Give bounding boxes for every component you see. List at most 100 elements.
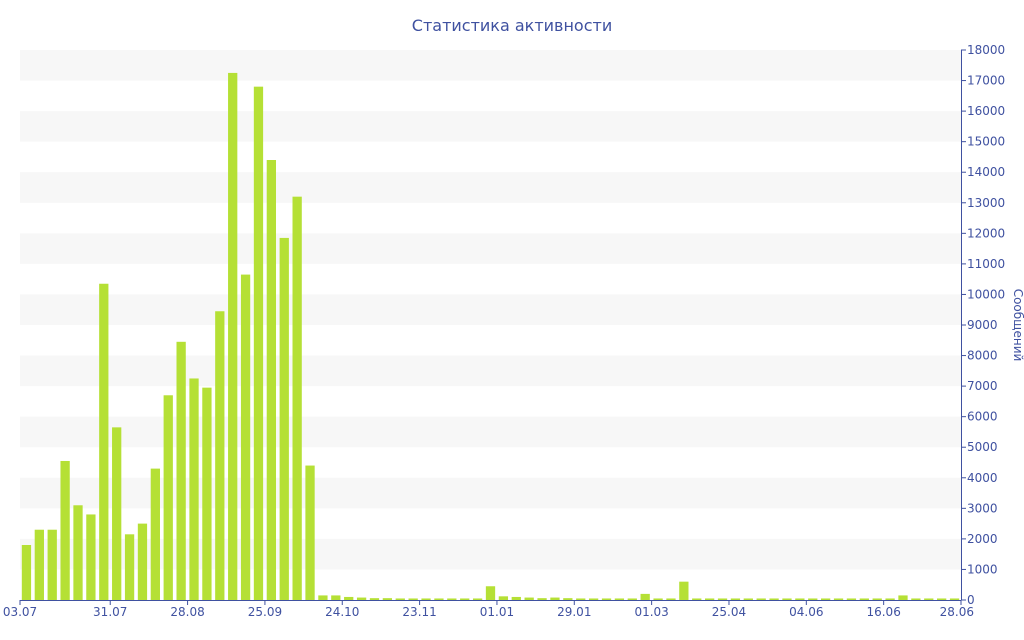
- bar: [60, 460, 70, 600]
- bar: [189, 378, 199, 600]
- grid-band: [20, 355, 961, 387]
- bar: [150, 468, 160, 600]
- bar: [614, 598, 625, 600]
- bar: [215, 311, 225, 600]
- bar: [949, 598, 960, 600]
- y-tick-label: 15000: [967, 135, 1005, 149]
- bar: [704, 598, 715, 600]
- bar: [911, 598, 921, 600]
- bar: [73, 505, 83, 600]
- y-tick-label: 11000: [967, 257, 1005, 271]
- y-tick-label: 1000: [967, 562, 998, 576]
- bar: [447, 598, 457, 600]
- bar: [382, 598, 393, 600]
- y-tick-label: 5000: [967, 440, 998, 454]
- bar: [679, 581, 689, 600]
- x-tick-label: 24.10: [325, 605, 359, 619]
- bar: [86, 514, 96, 600]
- bar: [782, 598, 792, 600]
- bar: [808, 598, 818, 600]
- y-tick-label: 16000: [967, 104, 1005, 118]
- x-tick-label: 31.07: [93, 605, 127, 619]
- bar: [460, 598, 470, 600]
- bar: [601, 598, 612, 600]
- bar: [421, 598, 431, 600]
- bar: [369, 598, 380, 600]
- grid-band: [20, 172, 961, 203]
- bar: [21, 545, 32, 600]
- bar: [292, 196, 302, 600]
- x-tick-label: 28.08: [170, 605, 204, 619]
- bar: [537, 598, 547, 600]
- grid-band: [20, 111, 961, 142]
- bar: [408, 598, 418, 600]
- bar: [266, 160, 277, 600]
- x-tick-label: 25.04: [712, 605, 746, 619]
- y-axis-ticks: 0 1000 2000 3000 4000 5000 6000 7000 8000 9000 100…: [961, 43, 1005, 607]
- y-tick-label: 14000: [967, 165, 1005, 179]
- bar: [859, 598, 869, 600]
- bar: [176, 341, 186, 600]
- bar: [99, 283, 109, 600]
- x-tick-label: 29.01: [557, 605, 591, 619]
- grid-band: [20, 416, 961, 448]
- x-tick-label: 25.09: [248, 605, 282, 619]
- bar: [756, 598, 766, 600]
- bar: [640, 593, 650, 600]
- grid-band: [20, 50, 961, 81]
- x-tick-label: 04.06: [789, 605, 823, 619]
- grid-band: [20, 233, 961, 264]
- y-tick-label: 2000: [967, 532, 998, 546]
- y-tick-label: 7000: [967, 379, 998, 393]
- bar: [434, 598, 444, 600]
- x-tick-label: 03.07: [3, 605, 37, 619]
- bar: [331, 595, 341, 600]
- bar: [898, 595, 908, 600]
- bar: [137, 523, 148, 600]
- bar: [511, 596, 521, 600]
- y-tick-label: 6000: [967, 410, 998, 424]
- bar: [576, 598, 586, 600]
- bar: [833, 598, 844, 600]
- bar: [795, 598, 805, 600]
- bar: [846, 598, 857, 600]
- bar: [228, 72, 238, 600]
- y-tick-label: 17000: [967, 74, 1005, 88]
- bar: [717, 598, 728, 600]
- x-tick-label: 28.06: [940, 605, 974, 619]
- bar: [305, 465, 315, 600]
- bar: [318, 595, 328, 600]
- x-tick-label: 01.03: [634, 605, 668, 619]
- bar: [872, 598, 882, 600]
- bar: [485, 586, 496, 600]
- bar: [47, 529, 57, 600]
- x-tick-label: 16.06: [866, 605, 900, 619]
- bar: [692, 598, 702, 600]
- bar: [240, 274, 251, 600]
- bar: [395, 598, 405, 600]
- bars: [21, 72, 960, 600]
- y-tick-label: 12000: [967, 226, 1005, 240]
- y-tick-label: 13000: [967, 196, 1005, 210]
- bar: [34, 529, 44, 600]
- grid-bands: [20, 50, 961, 570]
- y-tick-label: 0: [967, 593, 975, 607]
- bar: [344, 596, 354, 600]
- y-tick-label: 4000: [967, 471, 998, 485]
- bar: [937, 598, 947, 600]
- bar: [124, 534, 135, 600]
- bar: [730, 598, 741, 600]
- y-tick-label: 10000: [967, 287, 1005, 301]
- bar: [885, 598, 895, 600]
- bar: [653, 598, 663, 600]
- y-axis-label: Сообщений: [1011, 289, 1024, 362]
- bar: [821, 598, 831, 600]
- bar: [253, 86, 264, 600]
- bar: [472, 598, 483, 600]
- grid-band: [20, 294, 961, 325]
- bar: [550, 597, 560, 600]
- bar: [163, 395, 173, 600]
- chart-title: Статистика активности: [412, 16, 612, 35]
